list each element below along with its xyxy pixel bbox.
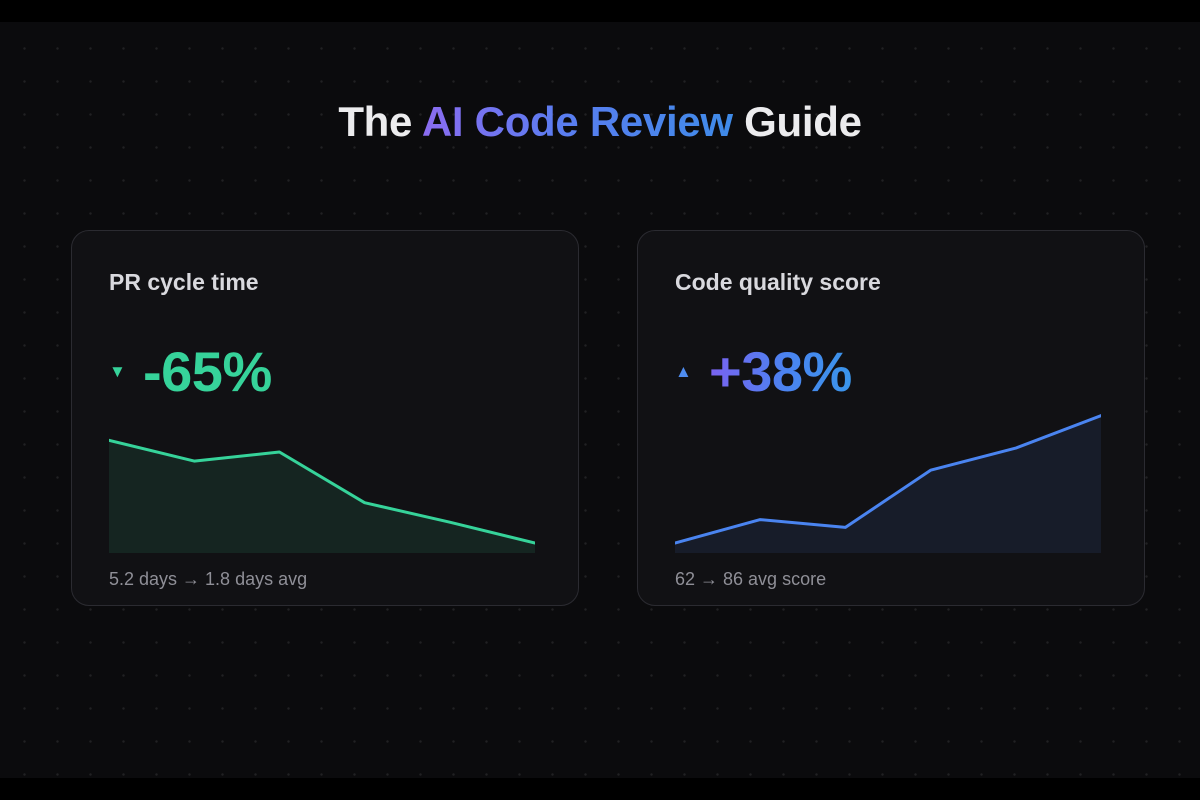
- code-quality-sparkline: [675, 414, 1101, 553]
- page-background: The AI Code Review Guide PR cycle time ▼…: [0, 22, 1200, 778]
- card-title: PR cycle time: [109, 269, 259, 295]
- code-quality-card: Code quality score ▲ +38% 62 → 86 avg sc…: [637, 230, 1145, 606]
- down-arrow-icon: ▼: [109, 361, 126, 381]
- delta-row: ▼ -65%: [109, 339, 272, 404]
- title-accent: AI Code Review: [421, 98, 733, 145]
- card-title: Code quality score: [675, 269, 881, 295]
- sparkline-area: [109, 440, 535, 553]
- title-suffix: Guide: [732, 98, 862, 145]
- delta-value: +38%: [709, 340, 852, 403]
- card-caption: 5.2 days → 1.8 days avg: [109, 569, 308, 589]
- card-caption: 62 → 86 avg score: [675, 569, 827, 589]
- sparkline-area: [675, 415, 1101, 553]
- delta-row: ▲ +38%: [675, 339, 852, 404]
- up-arrow-icon: ▲: [675, 361, 692, 381]
- delta-value: -65%: [143, 340, 272, 403]
- title-prefix: The: [338, 98, 422, 145]
- sparkline-line: [109, 438, 535, 545]
- sparkline-line: [675, 414, 1101, 545]
- pr-cycle-time-card: PR cycle time ▼ -65% 5.2 days → 1.8 days…: [71, 230, 579, 606]
- page-title: The AI Code Review Guide: [0, 98, 1200, 146]
- pr-cycle-sparkline: [109, 438, 535, 553]
